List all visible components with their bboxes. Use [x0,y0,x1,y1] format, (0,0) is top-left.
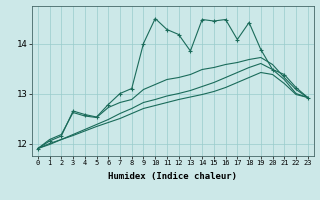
X-axis label: Humidex (Indice chaleur): Humidex (Indice chaleur) [108,172,237,181]
